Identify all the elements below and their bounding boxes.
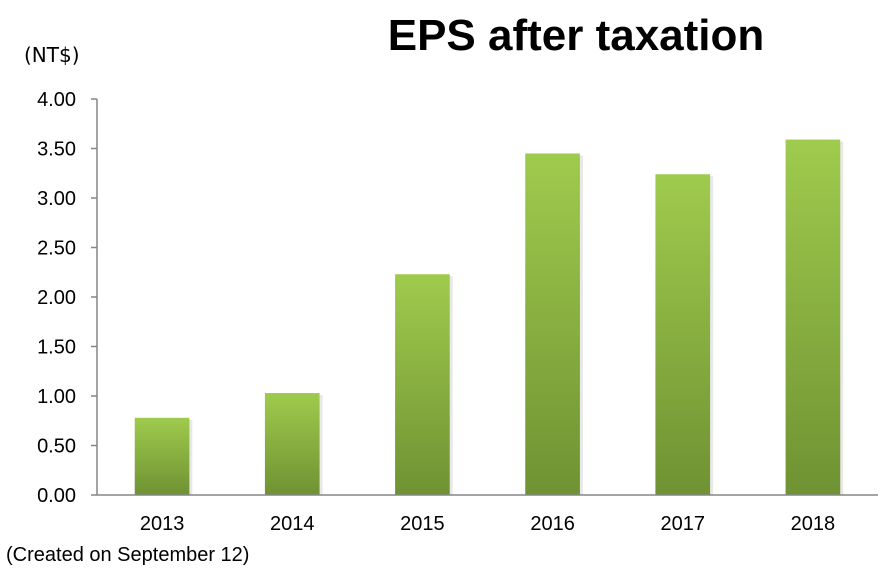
bar-2016 — [525, 153, 580, 495]
y-tick-label: 2.00 — [37, 287, 76, 309]
bar-2014 — [264, 393, 320, 495]
x-tick-label-2018: 2018 — [791, 513, 836, 535]
y-tick-label: 0.50 — [37, 436, 76, 458]
y-tick-label: 1.50 — [37, 337, 76, 359]
y-axis-unit-label: (NT$) — [24, 43, 80, 67]
x-tick-label-2016: 2016 — [530, 513, 575, 535]
x-tick-label-2014: 2014 — [270, 513, 315, 535]
x-tick-label-2015: 2015 — [400, 513, 445, 535]
bars-group — [134, 139, 844, 496]
y-tick-label: 0.00 — [37, 485, 76, 507]
y-axis-ticks: 0.00 0.50 1.00 1.50 2.00 2.50 3.00 3.50 4.00 — [37, 89, 97, 507]
x-tick-label-2017: 2017 — [661, 513, 706, 535]
y-tick-label: 4.00 — [37, 89, 76, 111]
y-tick-label: 2.50 — [37, 238, 76, 260]
plot-area: 0.00 0.50 1.00 1.50 2.00 2.50 3.00 3.50 4.00 201… — [37, 89, 878, 535]
y-tick-label: 3.00 — [37, 188, 76, 210]
bar-2013 — [134, 417, 190, 495]
bar-2015 — [395, 274, 450, 495]
chart-title: EPS after taxation — [388, 11, 765, 60]
y-tick-label: 3.50 — [37, 139, 76, 161]
y-tick-label: 1.00 — [37, 386, 76, 408]
bar-2018 — [785, 139, 841, 495]
x-tick-label-2013: 2013 — [140, 513, 185, 535]
bar-2017 — [655, 174, 711, 496]
x-axis-ticks: 2013 2014 2015 2016 2017 2018 — [140, 513, 835, 535]
created-date-footnote: (Created on September 12) — [6, 544, 249, 566]
